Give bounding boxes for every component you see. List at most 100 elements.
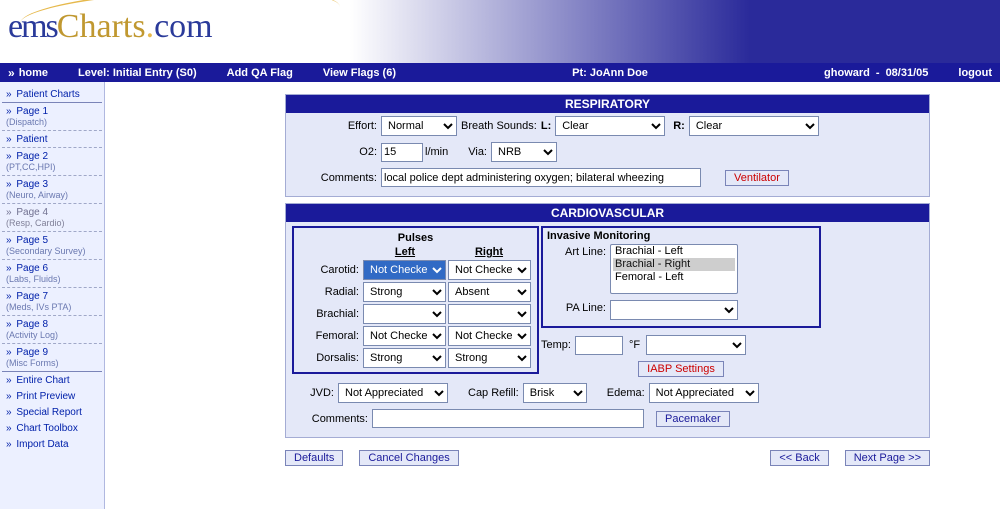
pulse-left-select[interactable]: Strong <box>363 282 446 302</box>
pa-line-select[interactable] <box>610 300 738 320</box>
pulse-label: Brachial: <box>298 308 363 320</box>
sidebar-item-5[interactable]: » Page 4(Resp, Cardio) <box>2 204 102 232</box>
breath-sounds-label: Breath Sounds: <box>461 120 537 132</box>
pulse-row-1: Radial:StrongAbsent <box>298 282 533 302</box>
pulses-title: Pulses <box>298 230 533 246</box>
nav-user: ghoward <box>824 67 870 79</box>
sidebar-item-2[interactable]: » Patient <box>2 131 102 148</box>
sidebar-item-12[interactable]: » Print Preview <box>2 388 102 404</box>
resp-comments-input[interactable] <box>381 168 701 187</box>
bottom-buttons: Defaults Cancel Changes << Back Next Pag… <box>285 444 930 472</box>
r-label: R: <box>673 120 685 132</box>
sidebar-item-1[interactable]: » Page 1(Dispatch) <box>2 103 102 131</box>
cardio-panel: CARDIOVASCULAR Pulses Left Right Carotid… <box>285 203 930 438</box>
pulse-row-4: Dorsalis:StrongStrong <box>298 348 533 368</box>
pulse-right-select[interactable]: Strong <box>448 348 531 368</box>
back-button[interactable]: << Back <box>770 450 828 466</box>
logo-com: com <box>154 8 213 45</box>
edema-select[interactable]: Not Appreciated <box>649 383 759 403</box>
sidebar-item-15[interactable]: » Import Data <box>2 436 102 452</box>
cap-refill-label: Cap Refill: <box>468 387 519 399</box>
cardio-title: CARDIOVASCULAR <box>286 204 929 222</box>
sidebar-item-13[interactable]: » Special Report <box>2 404 102 420</box>
nav-level[interactable]: Level: Initial Entry (S0) <box>78 67 197 79</box>
pulse-row-0: Carotid:Not CheckedNot Checked <box>298 260 533 280</box>
pulse-left-select[interactable]: Strong <box>363 348 446 368</box>
temp-method-select[interactable] <box>646 335 746 355</box>
sidebar-item-8[interactable]: » Page 7(Meds, IVs PTA) <box>2 288 102 316</box>
logo-charts: Charts <box>57 8 146 45</box>
defaults-button[interactable]: Defaults <box>285 450 343 466</box>
breath-r-select[interactable]: Clear <box>689 116 819 136</box>
jvd-label: JVD: <box>292 387 334 399</box>
nav-bar: » home Level: Initial Entry (S0) Add QA … <box>0 63 1000 82</box>
pulse-right-select[interactable]: Absent <box>448 282 531 302</box>
jvd-select[interactable]: Not Appreciated <box>338 383 448 403</box>
nav-home[interactable]: home <box>19 67 48 79</box>
l-label: L: <box>541 120 551 132</box>
pulse-right-select[interactable] <box>448 304 531 324</box>
effort-select[interactable]: Normal <box>381 116 457 136</box>
art-line-select[interactable]: Brachial - LeftBrachial - RightFemoral -… <box>610 244 738 294</box>
sidebar-item-6[interactable]: » Page 5(Secondary Survey) <box>2 232 102 260</box>
invasive-box: Invasive Monitoring Art Line: Brachial -… <box>541 226 821 328</box>
cancel-button[interactable]: Cancel Changes <box>359 450 458 466</box>
pulse-label: Carotid: <box>298 264 363 276</box>
sidebar-item-10[interactable]: » Page 9(Misc Forms) <box>2 344 102 372</box>
cap-refill-select[interactable]: Brisk <box>523 383 587 403</box>
breath-l-select[interactable]: Clear <box>555 116 665 136</box>
pulse-left-select[interactable] <box>363 304 446 324</box>
pulse-row-3: Femoral:Not CheckedNot Checked <box>298 326 533 346</box>
home-arrow-icon: » <box>8 66 15 80</box>
edema-label: Edema: <box>607 387 645 399</box>
pulse-left-select[interactable]: Not Checked <box>363 260 446 280</box>
o2-input[interactable] <box>381 143 423 162</box>
sidebar-item-4[interactable]: » Page 3(Neuro, Airway) <box>2 176 102 204</box>
ventilator-button[interactable]: Ventilator <box>725 170 789 186</box>
pulse-label: Dorsalis: <box>298 352 363 364</box>
sidebar-item-7[interactable]: » Page 6(Labs, Fluids) <box>2 260 102 288</box>
temp-unit: °F <box>629 339 640 351</box>
header: emsCharts.com <box>0 0 1000 63</box>
pulse-right-select[interactable]: Not Checked <box>448 326 531 346</box>
nav-date: 08/31/05 <box>886 67 929 79</box>
respiratory-panel: RESPIRATORY Effort: Normal Breath Sounds… <box>285 94 930 197</box>
pulse-row-2: Brachial: <box>298 304 533 324</box>
pulse-left-select[interactable]: Not Checked <box>363 326 446 346</box>
content: RESPIRATORY Effort: Normal Breath Sounds… <box>105 82 1000 509</box>
logo-ems: ems <box>8 8 57 45</box>
pacemaker-button[interactable]: Pacemaker <box>656 411 730 427</box>
respiratory-title: RESPIRATORY <box>286 95 929 113</box>
sidebar-item-0[interactable]: » Patient Charts <box>2 86 102 103</box>
nav-view-flags[interactable]: View Flags (6) <box>323 67 396 79</box>
pulse-right-select[interactable]: Not Checked <box>448 260 531 280</box>
via-select[interactable]: NRB <box>491 142 557 162</box>
temp-label: Temp: <box>541 339 571 351</box>
nav-logout[interactable]: logout <box>958 67 992 79</box>
via-label: Via: <box>468 146 487 158</box>
sidebar-item-3[interactable]: » Page 2(PT,CC,HPI) <box>2 148 102 176</box>
sidebar: » Patient Charts» Page 1(Dispatch)» Pati… <box>0 82 105 509</box>
pa-line-label: PA Line: <box>547 300 610 314</box>
pulse-label: Femoral: <box>298 330 363 342</box>
temp-input[interactable] <box>575 336 623 355</box>
o2-label: O2: <box>292 146 377 158</box>
cardio-comments-input[interactable] <box>372 409 644 428</box>
cardio-comments-label: Comments: <box>292 413 368 425</box>
iabp-button[interactable]: IABP Settings <box>638 361 724 377</box>
nav-add-qa[interactable]: Add QA Flag <box>227 67 293 79</box>
o2-unit: l/min <box>425 146 448 158</box>
art-line-label: Art Line: <box>547 244 610 258</box>
sidebar-item-14[interactable]: » Chart Toolbox <box>2 420 102 436</box>
invasive-title: Invasive Monitoring <box>547 230 815 242</box>
sidebar-item-9[interactable]: » Page 8(Activity Log) <box>2 316 102 344</box>
resp-comments-label: Comments: <box>292 172 377 184</box>
logo-dot: . <box>146 8 155 45</box>
pulses-right-header: Right <box>447 246 531 258</box>
pulses-box: Pulses Left Right Carotid:Not CheckedNot… <box>292 226 539 374</box>
pulses-left-header: Left <box>363 246 447 258</box>
sidebar-item-11[interactable]: » Entire Chart <box>2 372 102 388</box>
next-page-button[interactable]: Next Page >> <box>845 450 930 466</box>
effort-label: Effort: <box>292 120 377 132</box>
nav-patient[interactable]: Pt: JoAnn Doe <box>572 67 648 79</box>
